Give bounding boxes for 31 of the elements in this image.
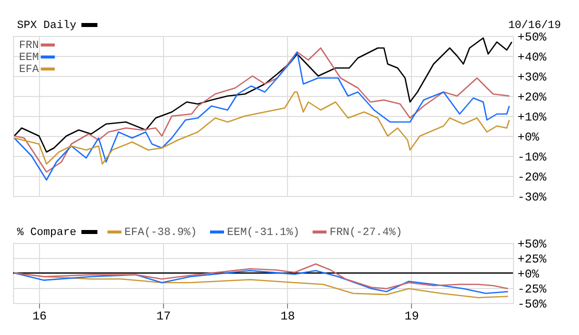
text: 10/16/19 — [508, 20, 561, 32]
y-tick-label: +50% — [518, 238, 548, 252]
chart-title: SPX Daily — [17, 20, 77, 32]
line-series — [14, 270, 509, 294]
legend-label: EFA — [19, 64, 40, 76]
y-tick-label: +20% — [518, 90, 548, 104]
y-tick-label: -25% — [518, 282, 548, 296]
y-tick-label: +40% — [518, 50, 548, 64]
y-tick-label: +0% — [518, 268, 540, 282]
legend-label: EFA(-38.9%) — [124, 227, 198, 239]
y-tick-label: +25% — [518, 252, 548, 266]
y-tick-label: +0% — [518, 130, 540, 144]
chart-title: % Compare — [17, 227, 76, 239]
legend-label: EEM — [19, 52, 39, 64]
line-series — [14, 37, 512, 153]
y-tick-label: -30% — [518, 190, 548, 204]
legend-label: EEM(-31.1%) — [227, 227, 300, 239]
line-series — [14, 263, 509, 290]
x-tick-label: 16 — [32, 310, 47, 324]
y-tick-label: +30% — [518, 70, 548, 84]
x-tick-label: 18 — [280, 310, 295, 324]
line-series — [14, 91, 510, 165]
y-tick-label: -50% — [518, 298, 548, 312]
x-tick-label: 19 — [404, 310, 419, 324]
y-tick-label: +50% — [518, 30, 548, 44]
legend-label: FRN — [19, 40, 39, 52]
legend-label: FRN(-27.4%) — [330, 227, 402, 239]
x-tick-label: 17 — [156, 310, 171, 324]
y-tick-label: -20% — [518, 170, 548, 184]
y-tick-label: +10% — [518, 110, 548, 124]
y-tick-label: -10% — [518, 150, 548, 164]
